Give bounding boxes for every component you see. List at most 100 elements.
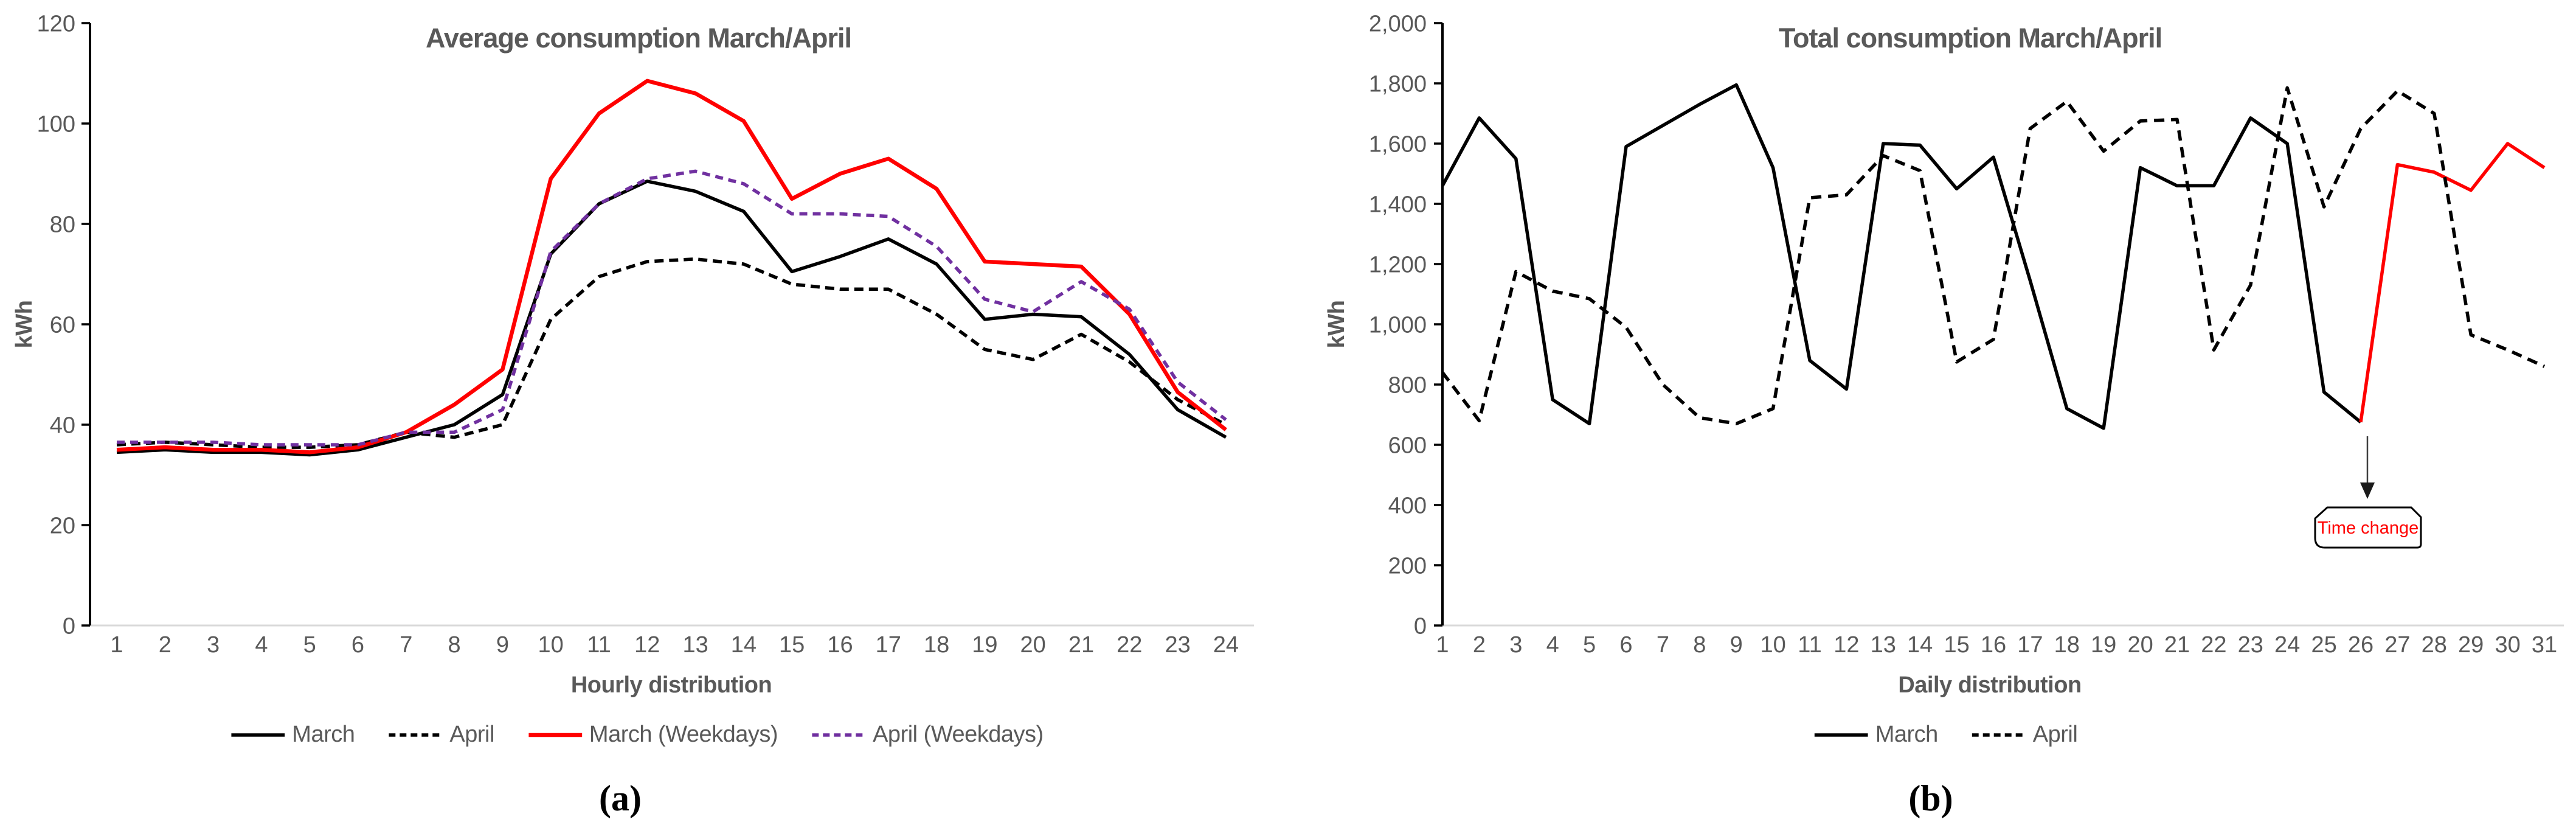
x-tick-label: 20: [1020, 632, 1046, 658]
legend-label: April (Weekdays): [873, 722, 1044, 747]
x-tick-label: 19: [2091, 632, 2116, 658]
x-tick-label: 1: [1436, 632, 1449, 658]
x-tick-label: 22: [1117, 632, 1142, 658]
y-tick-label: 200: [1388, 553, 1427, 579]
legend-line-sample-icon: [231, 733, 285, 737]
x-tick-label: 7: [400, 632, 412, 658]
x-tick-label: 18: [2054, 632, 2080, 658]
legend-item-april: April: [1972, 722, 2078, 748]
series-line-march: [1441, 83, 2362, 430]
y-tick-label: 100: [37, 111, 75, 137]
legend-item-april-weekdays: April (Weekdays): [812, 722, 1044, 748]
right-chart-series: [1441, 83, 2546, 430]
x-tick-label: 16: [1981, 632, 2006, 658]
right-chart: Total consumption March/April kWh Daily …: [1324, 11, 2564, 698]
x-tick-label: 15: [1944, 632, 1969, 658]
series-line-april-weekdays: [117, 169, 1227, 447]
annotation-label: Time change: [2318, 518, 2419, 538]
x-tick-label: 25: [2311, 632, 2336, 658]
y-tick-label: 1,200: [1369, 252, 1427, 277]
legend-line-sample-icon: [1814, 733, 1868, 737]
x-tick-label: 8: [1693, 632, 1706, 658]
x-tick-label: 17: [876, 632, 901, 658]
right-y-axis-title: kWh: [1324, 301, 1349, 349]
y-tick-label: 120: [37, 11, 75, 37]
right-chart-title: Total consumption March/April: [1779, 23, 2162, 54]
legend-item-march-weekdays: March (Weekdays): [528, 722, 778, 748]
y-tick-label: 400: [1388, 493, 1427, 518]
left-chart-series: [116, 78, 1227, 457]
legend-item-march: March: [1814, 722, 1939, 748]
x-tick-label: 14: [731, 632, 757, 658]
y-tick-label: 1,000: [1369, 312, 1427, 338]
x-tick-label: 18: [924, 632, 949, 658]
subfigure-caption-a: (a): [599, 778, 642, 818]
x-tick-label: 31: [2532, 632, 2557, 658]
x-tick-label: 4: [255, 632, 268, 658]
x-tick-label: 12: [634, 632, 660, 658]
x-tick-label: 22: [2201, 632, 2226, 658]
x-tick-label: 1: [110, 632, 123, 658]
x-tick-label: 8: [448, 632, 461, 658]
legend-label: April: [449, 722, 494, 747]
legend-line-sample-icon: [1972, 733, 2026, 737]
x-tick-label: 4: [1546, 632, 1559, 658]
x-tick-label: 21: [2164, 632, 2190, 658]
left-y-axis-title: kWh: [12, 301, 37, 349]
x-tick-label: 19: [972, 632, 997, 658]
x-tick-label: 13: [1871, 632, 1896, 658]
x-tick-label: 2: [1473, 632, 1486, 658]
legend-label: March: [292, 722, 355, 747]
y-tick-label: 1,800: [1369, 71, 1427, 97]
series-line-march-weekdays: [116, 78, 1227, 455]
y-tick-label: 2,000: [1369, 11, 1427, 37]
right-x-axis-title: Daily distribution: [1898, 672, 2081, 698]
x-tick-label: 9: [1730, 632, 1743, 658]
legend-label: April: [2032, 722, 2078, 747]
x-tick-label: 2: [159, 632, 171, 658]
y-tick-label: 60: [50, 312, 75, 338]
x-tick-label: 29: [2458, 632, 2484, 658]
x-tick-label: 27: [2384, 632, 2410, 658]
legend-line-sample-icon: [812, 733, 866, 737]
left-chart: Average consumption March/April kWh Hour…: [12, 11, 1254, 698]
subfigure-caption-b: (b): [1908, 778, 1953, 818]
x-tick-label: 23: [1165, 632, 1190, 658]
x-tick-label: 26: [2348, 632, 2373, 658]
legend-item-march: March: [231, 722, 355, 748]
left-x-axis-title: Hourly distribution: [571, 672, 772, 698]
x-tick-label: 11: [1798, 632, 1821, 658]
legend-item-april: April: [389, 722, 494, 748]
y-tick-label: 0: [1414, 613, 1427, 639]
y-tick-label: 800: [1388, 372, 1427, 398]
x-tick-label: 15: [779, 632, 805, 658]
y-tick-label: 600: [1388, 433, 1427, 458]
y-tick-label: 0: [63, 613, 75, 639]
x-tick-label: 24: [1213, 632, 1239, 658]
y-tick-label: 1,400: [1369, 192, 1427, 217]
x-tick-label: 14: [1907, 632, 1933, 658]
x-tick-label: 5: [1583, 632, 1596, 658]
y-tick-label: 80: [50, 212, 75, 237]
legend-line-sample-icon: [528, 733, 582, 737]
x-tick-label: 6: [1619, 632, 1632, 658]
x-tick-label: 12: [1833, 632, 1859, 658]
x-tick-label: 5: [303, 632, 316, 658]
legend-label: March: [1875, 722, 1939, 747]
annotation-arrow-head-icon: [2360, 482, 2375, 499]
y-tick-label: 40: [50, 413, 75, 438]
right-chart-axes: 0 200 400 600 800 1,000 1,200 1,400 1,600 1,800 2,…: [1369, 11, 2564, 658]
x-tick-label: 28: [2422, 632, 2447, 658]
x-tick-label: 3: [1509, 632, 1522, 658]
x-tick-label: 13: [682, 632, 708, 658]
left-chart-legend: March April March (Weekdays) April (Week…: [231, 722, 1044, 748]
x-tick-label: 3: [207, 632, 220, 658]
x-tick-label: 10: [538, 632, 564, 658]
left-chart-title: Average consumption March/April: [426, 23, 851, 54]
series-line-april: [116, 257, 1227, 449]
x-tick-label: 10: [1760, 632, 1785, 658]
right-chart-legend: March April: [1814, 722, 2078, 748]
